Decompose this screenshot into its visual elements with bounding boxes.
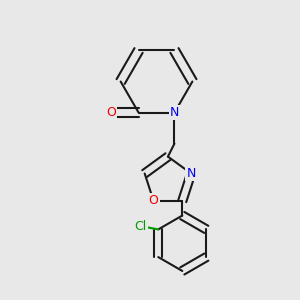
Text: N: N: [187, 167, 196, 180]
Text: Cl: Cl: [134, 220, 146, 232]
Text: O: O: [148, 194, 158, 207]
Text: N: N: [170, 106, 179, 119]
Text: O: O: [106, 106, 116, 119]
